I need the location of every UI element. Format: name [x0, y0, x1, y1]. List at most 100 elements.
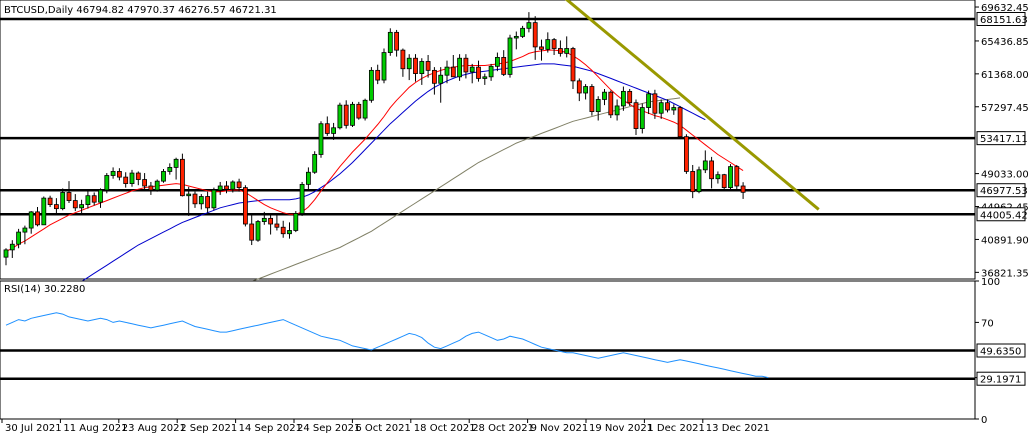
time-tick-label-0: 30 Jul 2021 [5, 423, 62, 434]
candle [261, 211, 267, 225]
candle [129, 169, 135, 187]
candle-body [28, 211, 34, 229]
candle-body [154, 180, 160, 191]
candle-body [142, 179, 148, 187]
candle [154, 179, 160, 192]
candle [362, 98, 368, 121]
candle-body [324, 123, 330, 134]
candle-body [463, 57, 469, 73]
candle-body [274, 223, 280, 228]
candle-body [583, 86, 588, 94]
candle [236, 178, 242, 192]
candle [28, 211, 34, 234]
candle [280, 220, 286, 238]
candle [583, 84, 588, 100]
candle [230, 180, 236, 193]
candle-body [104, 175, 110, 191]
price-tick-label-4: 49033.00 [981, 170, 1029, 181]
candle [305, 167, 311, 191]
candle [47, 195, 53, 208]
candle [721, 173, 727, 191]
candle-body [728, 166, 733, 189]
candle [211, 187, 217, 211]
candle-body [444, 66, 450, 76]
candle [142, 173, 148, 191]
rsi-tick-label-1: 70 [981, 318, 994, 329]
candle [419, 58, 425, 85]
candle-body [438, 74, 444, 84]
candle-body [60, 192, 66, 210]
candle [494, 52, 500, 72]
candle-body [564, 48, 570, 54]
rsi-tick-label-0: 100 [981, 277, 1000, 288]
candle-body [79, 204, 84, 209]
candle [255, 219, 261, 242]
candle-body [406, 57, 412, 70]
candle-body [671, 107, 677, 111]
candle-body [507, 37, 513, 75]
rsi-line [5, 312, 769, 379]
level-label-0-box [976, 11, 1026, 26]
time-tick-label-9: 9 Nov 2021 [531, 423, 589, 434]
level-label-1-box [976, 131, 1026, 146]
candle-body [476, 66, 481, 79]
candle [684, 134, 689, 174]
candle-body [513, 35, 519, 39]
candle [350, 101, 355, 127]
candle-body [331, 127, 337, 134]
candle-body [652, 93, 658, 114]
candle-body [551, 39, 557, 49]
level-label-0: 68151.63 [980, 15, 1028, 26]
candle [665, 99, 670, 113]
candle-body [696, 169, 702, 193]
time-tick-label-4: 14 Sep 2021 [239, 423, 302, 434]
price-tick-label-0: 69632.45 [981, 3, 1029, 14]
candle-body [198, 196, 204, 205]
candle-body [709, 160, 714, 180]
candle-body [343, 104, 349, 126]
candle [356, 101, 362, 120]
candle-body [589, 86, 595, 112]
candle [375, 64, 381, 85]
candle-body [91, 195, 97, 203]
candles [3, 12, 746, 266]
candle [22, 225, 28, 245]
candle-body [129, 172, 135, 184]
candle [381, 48, 387, 84]
candle [287, 222, 292, 239]
candle [198, 194, 204, 210]
candle-body [394, 31, 400, 51]
candle [54, 198, 59, 215]
candle-body [665, 102, 670, 111]
candle-body [715, 174, 721, 180]
candle-body [211, 189, 217, 209]
time-tick-label-2: 23 Aug 2021 [122, 423, 186, 434]
candle-body [539, 46, 544, 50]
candle-body [167, 166, 173, 172]
candle [179, 153, 185, 197]
candle [110, 167, 116, 179]
time-tick-label-12: 13 Dec 2021 [706, 423, 770, 434]
candle [539, 39, 544, 61]
candle [444, 60, 450, 84]
candle-body [356, 103, 362, 119]
candle [186, 186, 192, 216]
candle [589, 84, 595, 116]
candle [400, 48, 406, 77]
rsi-horizontal-levels [0, 349, 975, 380]
candle-body [117, 171, 122, 178]
candle-body [570, 48, 576, 82]
candle-body [123, 176, 129, 184]
candle [513, 31, 519, 50]
price-tick-label-6: 40891.90 [981, 235, 1029, 246]
candle-body [217, 185, 223, 191]
candle-body [16, 231, 22, 245]
candle [299, 181, 305, 216]
candle-body [419, 61, 425, 74]
candle-body [9, 243, 15, 251]
rsi-level-label-1-box [976, 371, 1026, 386]
candle-body [236, 181, 242, 189]
